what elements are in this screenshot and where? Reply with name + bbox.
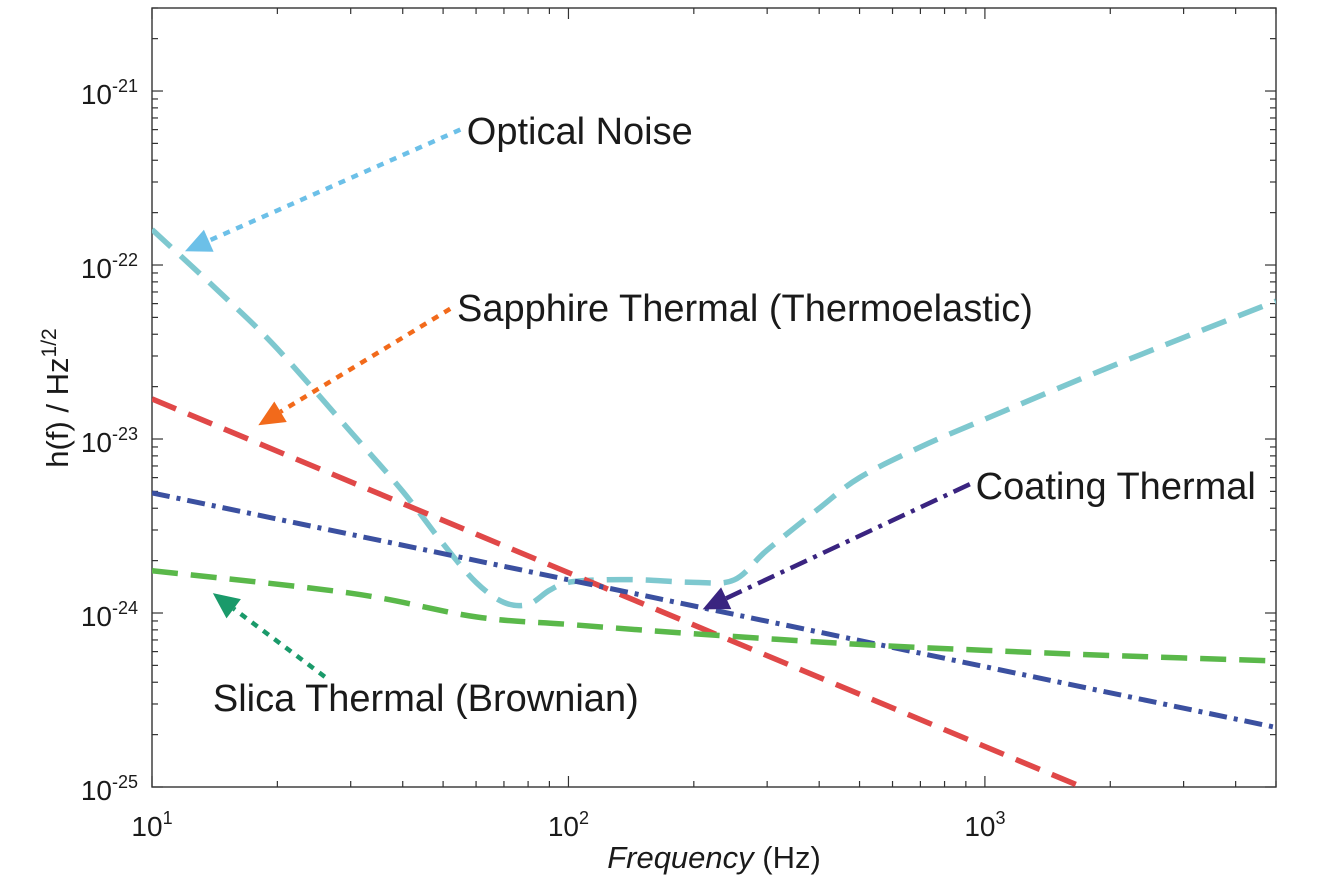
annotation-arrowhead xyxy=(212,593,241,619)
x-tick-label: 103 xyxy=(964,808,1005,842)
y-tick-label: 10-24 xyxy=(81,598,138,632)
axis-ticks: 101 102 103 10-25 10-24 10-23 10-22 10-21 xyxy=(81,7,1277,842)
x-axis-label: Frequency (Hz) xyxy=(607,840,821,875)
annotation-label: Sapphire Thermal (Thermoelastic) xyxy=(457,288,1033,330)
annotation-arrow-line xyxy=(232,606,327,679)
y-axis-label-sup: 1/2 xyxy=(38,328,61,357)
annotation-label: Optical Noise xyxy=(467,111,693,153)
plot-frame xyxy=(151,7,1277,788)
x-axis-label-italic: Frequency xyxy=(607,840,756,875)
series-line-1 xyxy=(152,227,1276,609)
y-tick-label: 10-22 xyxy=(81,250,138,284)
annotation-group: Optical Noise Sapphire Thermal (Thermoela… xyxy=(184,111,1256,720)
x-tick-label: 102 xyxy=(548,808,589,842)
annotation-arrow-line xyxy=(207,127,462,243)
y-tick-label: 10-25 xyxy=(81,772,138,806)
annotation-label: Coating Thermal xyxy=(976,466,1256,508)
y-tick-label: 10-21 xyxy=(81,76,138,110)
annotation-label: Slica Thermal (Brownian) xyxy=(213,678,639,720)
series-line-4 xyxy=(152,567,1276,664)
annotation-arrowhead xyxy=(258,401,287,426)
annotation-arrowhead xyxy=(184,229,214,252)
y-axis-label-main: h(f) / Hz xyxy=(40,357,75,467)
annotation-arrow-line xyxy=(725,482,971,601)
annotation-arrow-line xyxy=(279,306,452,414)
annotation-arrowhead xyxy=(702,587,732,610)
x-tick-label: 101 xyxy=(131,808,172,842)
series-line-3 xyxy=(152,490,1276,730)
series-line-2 xyxy=(152,396,1090,787)
series-group xyxy=(152,227,1276,787)
y-tick-label: 10-23 xyxy=(81,424,138,458)
y-axis-label: h(f) / Hz1/2 xyxy=(38,328,75,467)
x-axis-label-unit: (Hz) xyxy=(754,840,821,875)
